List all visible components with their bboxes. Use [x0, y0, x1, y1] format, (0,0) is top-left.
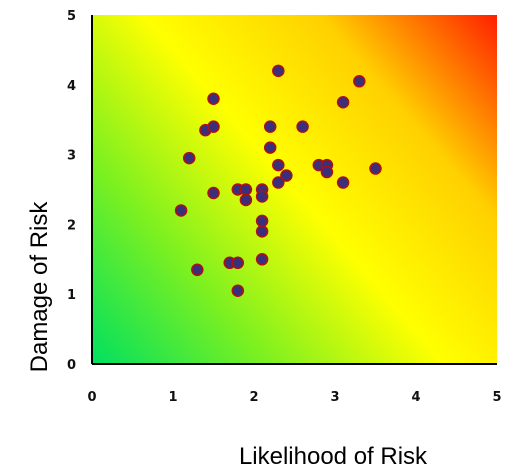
data-point: [336, 96, 350, 109]
x-axis-title: Likelihood of Risk: [239, 443, 428, 470]
data-point: [320, 165, 334, 179]
data-point: [207, 92, 220, 106]
data-point: [263, 120, 277, 133]
data-point: [255, 190, 269, 203]
x-tick-labels: 0 1 2 3 4 5: [87, 390, 501, 405]
data-point: [239, 193, 253, 207]
data-point: [255, 253, 269, 266]
data-point: [296, 120, 309, 133]
y-tick-label: 1: [67, 288, 76, 303]
data-point: [263, 141, 277, 154]
data-point: [191, 263, 204, 277]
y-axis-title: Damage of Risk: [26, 201, 53, 373]
x-tick-label: 0: [87, 390, 96, 405]
y-tick-label: 2: [67, 218, 76, 233]
data-point: [182, 151, 196, 165]
y-tick-labels: 0 1 2 3 4 5: [67, 9, 76, 373]
data-point: [255, 214, 269, 228]
y-tick-label: 0: [67, 358, 76, 373]
x-tick-label: 3: [330, 390, 339, 405]
y-tick-label: 5: [67, 9, 76, 24]
data-point: [336, 176, 350, 189]
y-tick-label: 3: [67, 149, 76, 164]
data-point: [207, 186, 220, 200]
data-point: [272, 158, 285, 172]
x-tick-label: 4: [411, 390, 420, 405]
data-points: [174, 64, 382, 297]
data-point: [280, 169, 293, 182]
data-point: [272, 64, 285, 78]
data-point: [353, 75, 366, 88]
data-point: [255, 225, 269, 238]
x-tick-label: 2: [249, 390, 258, 405]
x-tick-label: 5: [492, 390, 501, 405]
y-tick-label: 4: [67, 79, 76, 94]
data-point: [207, 120, 220, 133]
data-point: [231, 256, 245, 270]
data-point: [272, 176, 285, 189]
data-point: [369, 162, 382, 175]
x-tick-label: 1: [168, 390, 177, 405]
data-point: [174, 204, 188, 217]
data-point: [231, 284, 245, 297]
risk-gradient-background: [92, 15, 497, 364]
data-point: [239, 183, 253, 196]
